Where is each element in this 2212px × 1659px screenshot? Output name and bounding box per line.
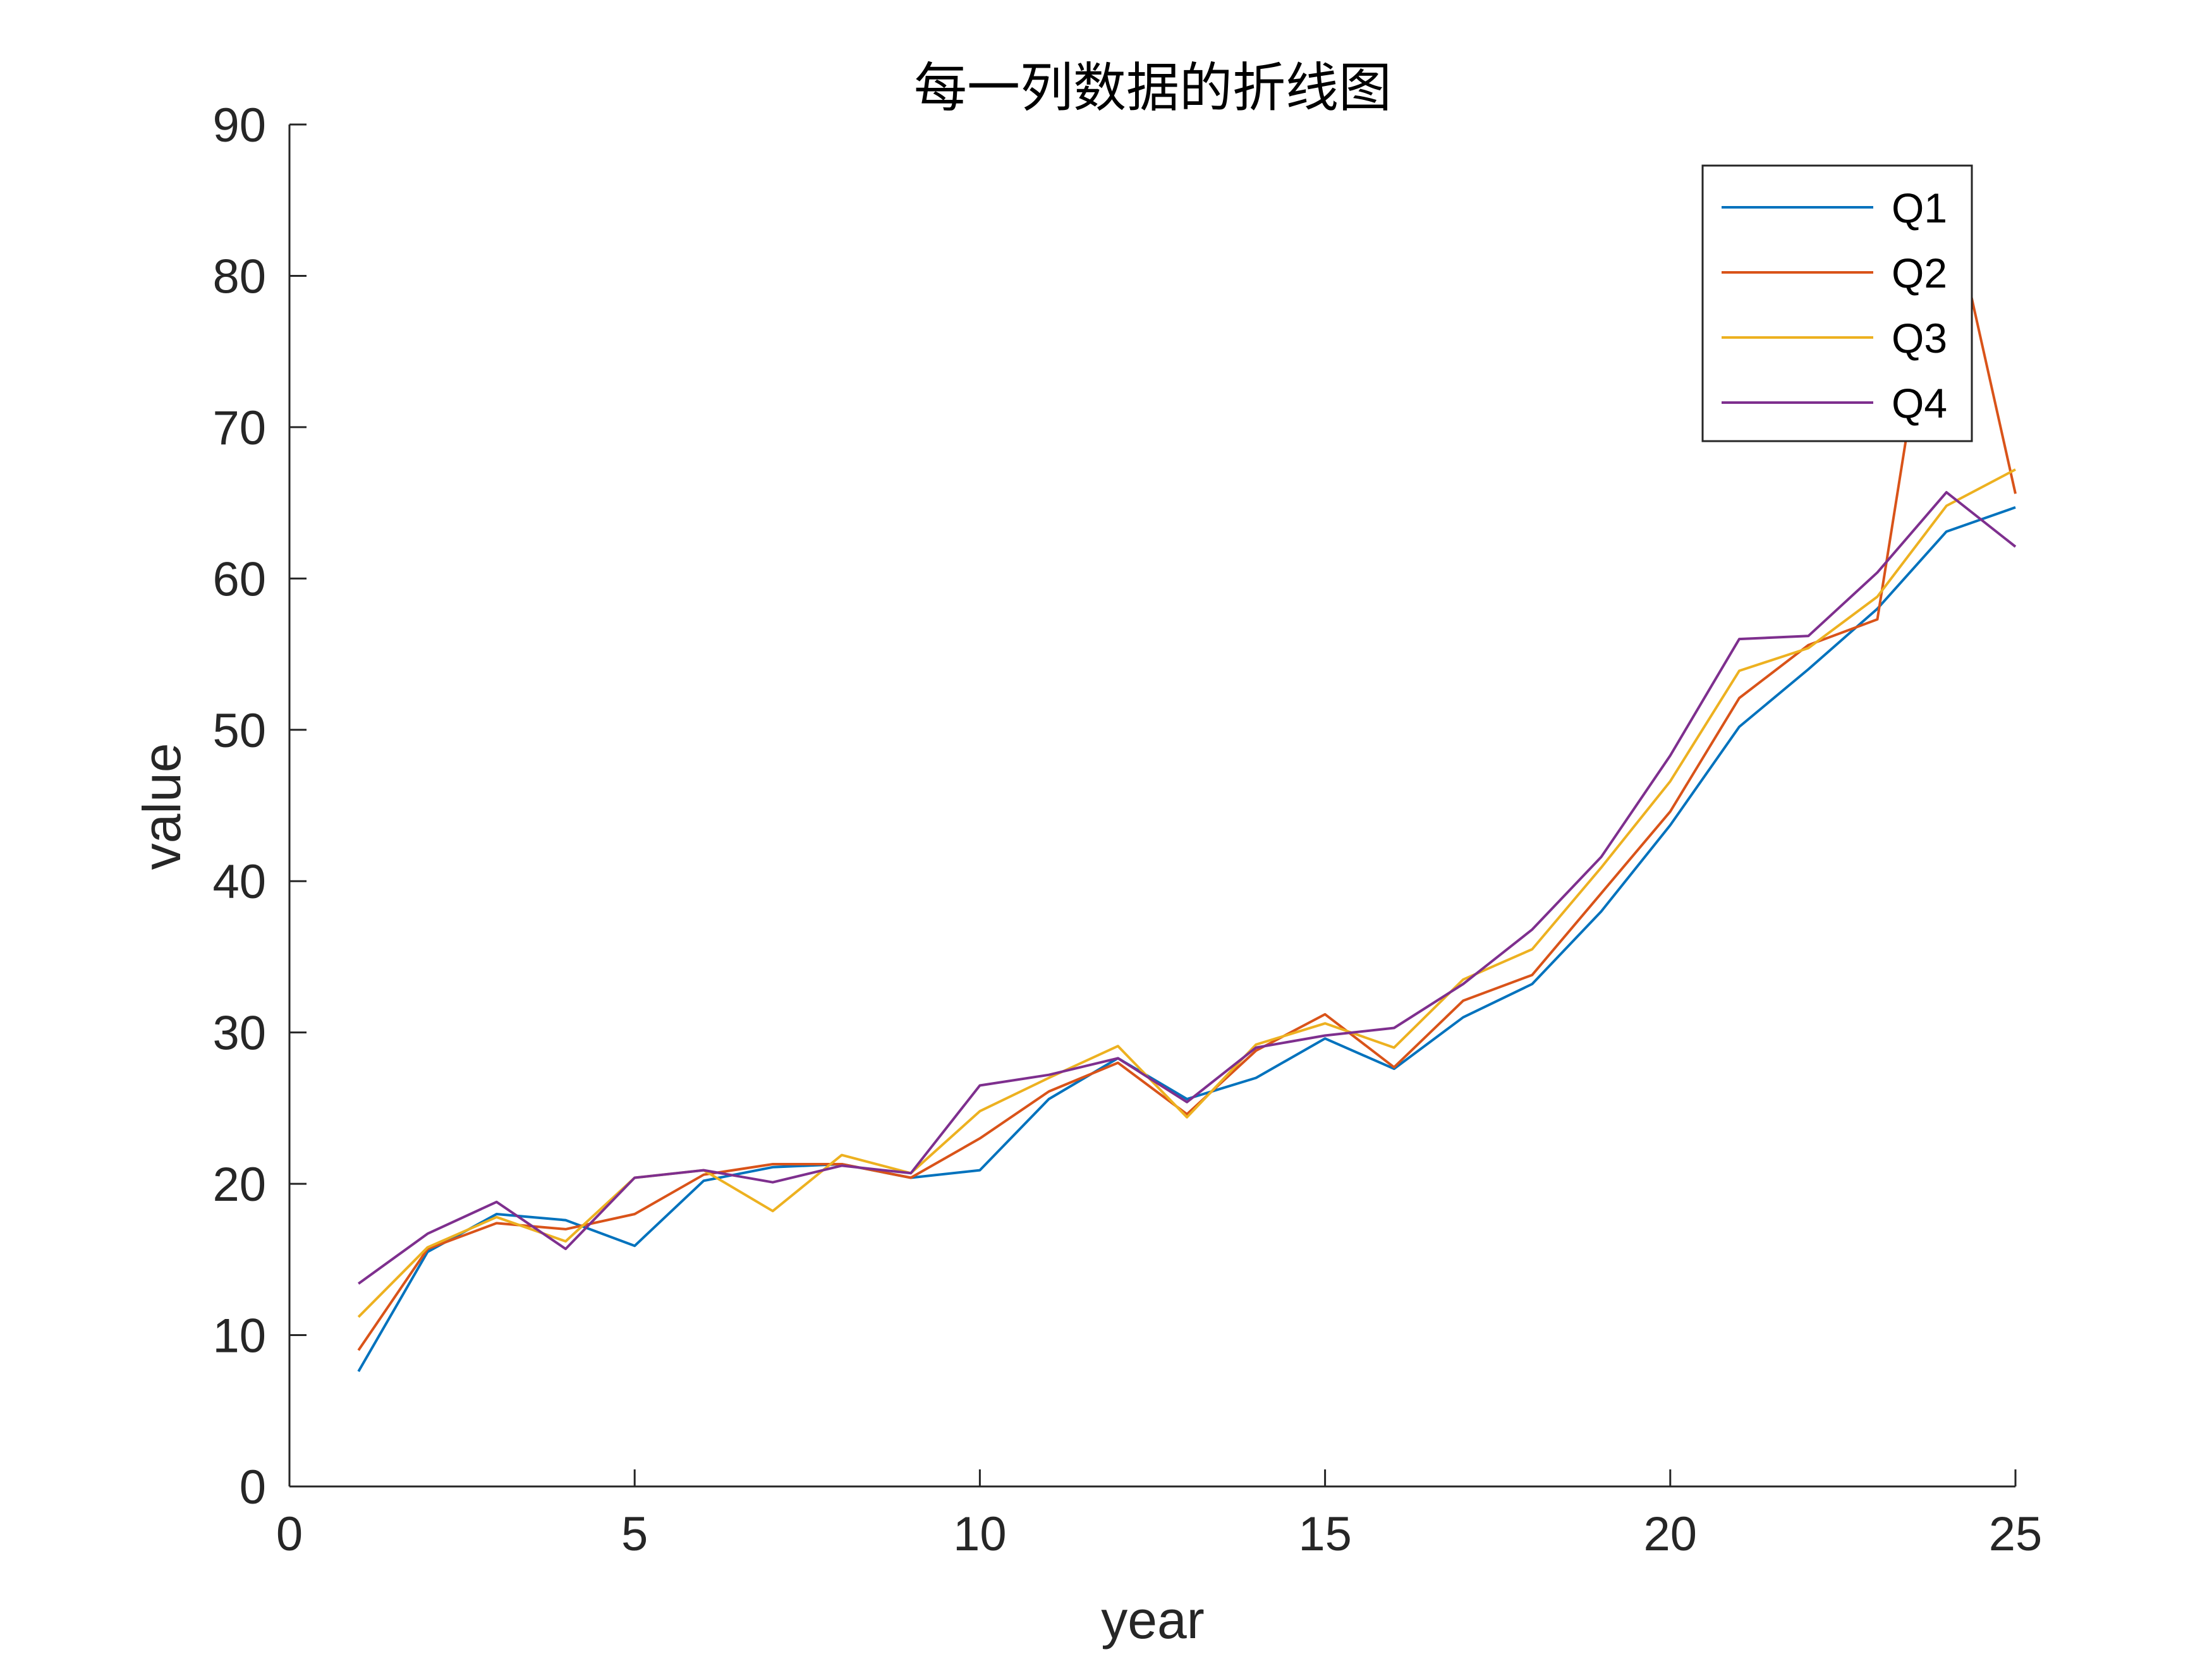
y-tick-label: 0: [240, 1461, 266, 1514]
y-tick-label: 30: [212, 1007, 266, 1060]
y-tick-label: 20: [212, 1158, 266, 1212]
series-line-q1: [357, 506, 2016, 1373]
series-line-q2: [357, 183, 2017, 1351]
y-tick-label: 60: [212, 552, 266, 606]
x-tick-label: 10: [953, 1507, 1007, 1561]
y-tick-label: 50: [212, 704, 266, 758]
legend-label-q1: Q1: [1892, 185, 1947, 231]
x-tick-label: 5: [621, 1507, 648, 1561]
x-tick-label: 20: [1644, 1507, 1698, 1561]
series-line-q4: [358, 490, 2017, 1285]
x-tick-label: 25: [1989, 1507, 2043, 1561]
series-lines: [357, 183, 2017, 1373]
x-tick-label: 15: [1298, 1507, 1352, 1561]
legend: Q1 Q2 Q3 Q4: [1701, 164, 1973, 442]
x-tick-label: 0: [276, 1507, 303, 1561]
legend-label-q2: Q2: [1892, 250, 1947, 296]
y-tick-label: 40: [212, 855, 266, 909]
y-tick-label: 90: [212, 99, 266, 152]
x-axis-label: year: [1101, 1590, 1204, 1650]
y-axis-label: value: [132, 743, 191, 870]
y-tick-label: 10: [212, 1310, 266, 1363]
axes: 0 5 10 15 20 25 0 10 20 30 40 50 60 70 80 90: [212, 99, 2042, 1561]
y-tick-label: 80: [212, 250, 266, 303]
legend-label-q4: Q4: [1892, 380, 1947, 427]
chart-title: 每一列数据的折线图: [914, 57, 1392, 119]
y-tick-label: 70: [212, 401, 266, 455]
legend-box: [1701, 164, 1973, 442]
legend-label-q3: Q3: [1892, 315, 1947, 362]
